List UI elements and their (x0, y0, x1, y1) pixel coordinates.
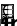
Line: g1 (b2-): g1 (b2-) (0, 0, 16, 26)
Line: g1: g1 (0, 0, 16, 17)
Line: g4 K-A: g4 K-A (0, 0, 17, 15)
Line: g4: g4 (0, 0, 16, 14)
Line: g1 K-A: g1 K-A (0, 0, 17, 16)
Text: Figure 2: Figure 2 (0, 15, 17, 26)
Line: g4 K-A (b2-): g4 K-A (b2-) (0, 0, 17, 17)
Text: Pharmacokinetics of KS-IL-2 fusions in wild-
type and beta2 mutant mice: Pharmacokinetics of KS-IL-2 fusions in w… (0, 0, 17, 4)
Line: g1 K-A (b2-): g1 K-A (b2-) (0, 0, 17, 21)
Line: g4 (b2-): g4 (b2-) (0, 0, 16, 20)
